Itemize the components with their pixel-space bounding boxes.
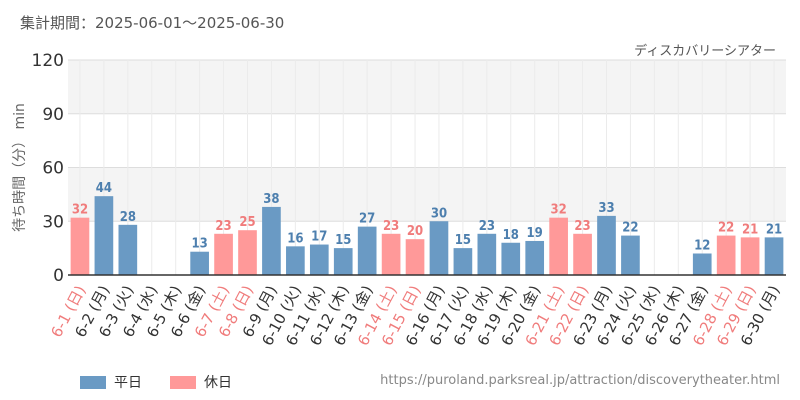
value-label: 20: [407, 224, 423, 239]
bar: [764, 237, 784, 275]
y-axis-label: 待ち時間（分） min: [12, 103, 28, 232]
bar: [597, 215, 616, 275]
bar: [429, 221, 449, 275]
legend: 平日 休日: [80, 372, 260, 392]
bar: [740, 237, 760, 275]
legend-swatch-weekday: [80, 375, 106, 389]
value-label: 15: [455, 233, 471, 248]
bar: [286, 246, 305, 275]
value-label: 32: [550, 203, 566, 218]
bar: [453, 248, 473, 275]
bar: [621, 235, 640, 275]
chart-title: ディスカバリーシアター: [634, 44, 776, 59]
legend-swatch-holiday: [170, 375, 196, 389]
value-label: 13: [191, 237, 207, 252]
x-axis-ticks: 6-1 (日)6-2 (月)6-3 (火)6-4 (水)6-5 (木)6-6 (…: [47, 282, 783, 348]
bar: [692, 253, 712, 275]
bar: [70, 217, 90, 275]
y-tick-label: 90: [42, 105, 64, 125]
value-label: 21: [766, 222, 782, 237]
value-label: 19: [527, 226, 543, 241]
y-tick-label: 0: [53, 266, 64, 286]
period-label: 集計期間：2025-06-01～2025-06-30: [20, 14, 285, 32]
value-label: 12: [694, 239, 710, 254]
value-label: 33: [598, 201, 614, 216]
bar: [309, 244, 329, 275]
y-tick-label: 60: [42, 159, 64, 179]
bar: [238, 230, 257, 275]
y-tick-label: 30: [42, 212, 64, 232]
value-label: 23: [215, 219, 231, 234]
value-labels: 32 44 28 13 23 25 38 16 17 15 27 23 20 30 15 23 18 19 32 23…: [72, 181, 782, 253]
bar: [525, 240, 545, 275]
value-label: 32: [72, 203, 88, 218]
legend-label-weekday: 平日: [114, 375, 142, 391]
background-band: [68, 60, 786, 114]
value-label: 22: [718, 221, 734, 236]
bar: [477, 233, 497, 275]
bar: [405, 239, 425, 275]
bar: [501, 242, 521, 275]
bar: [716, 235, 736, 275]
bar: [333, 248, 353, 275]
value-label: 30: [431, 206, 447, 221]
legend-item-holiday: 休日: [170, 372, 232, 392]
legend-item-weekday: 平日: [80, 372, 142, 392]
value-label: 23: [383, 219, 399, 234]
y-tick-label: 120: [32, 51, 64, 71]
source-url: https://puroland.parksreal.jp/attraction…: [380, 373, 780, 388]
bars-group: [70, 196, 784, 275]
value-label: 21: [742, 222, 758, 237]
value-label: 15: [335, 233, 351, 248]
grid-lines: [68, 59, 786, 275]
value-label: 25: [239, 215, 255, 230]
bar: [262, 206, 281, 275]
background-bands: [68, 60, 786, 222]
value-label: 22: [622, 221, 638, 236]
value-label: 18: [503, 228, 519, 243]
value-label: 44: [96, 181, 112, 196]
bar: [118, 224, 138, 275]
bar: [94, 196, 114, 275]
value-label: 27: [359, 212, 375, 227]
value-label: 23: [574, 219, 590, 234]
value-label: 28: [120, 210, 136, 225]
value-label: 17: [311, 230, 327, 245]
value-label: 16: [287, 231, 303, 246]
bar: [190, 251, 209, 275]
bar: [357, 226, 377, 275]
y-axis-ticks: 0 30 60 90 120: [32, 51, 64, 286]
value-label: 23: [479, 219, 495, 234]
value-label: 38: [263, 192, 279, 207]
legend-label-holiday: 休日: [204, 375, 232, 391]
bar: [381, 233, 401, 275]
bar: [573, 233, 592, 275]
bar: [214, 233, 233, 275]
background-band: [68, 167, 786, 222]
bar: [549, 217, 568, 275]
